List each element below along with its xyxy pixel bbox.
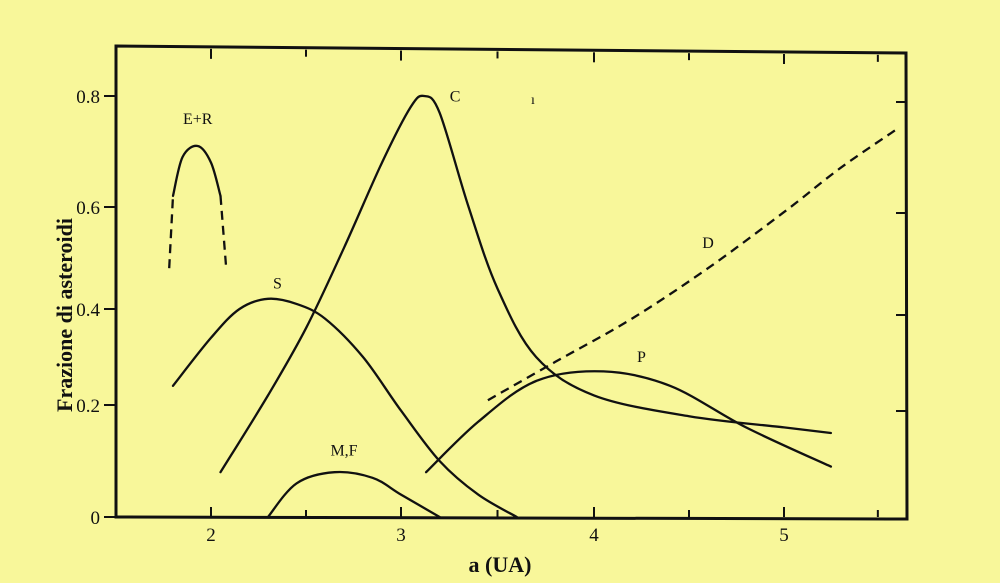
y-tick-label: 0.2	[76, 396, 100, 417]
curve-e-r-dashed-left	[168, 195, 175, 269]
curve-e-r	[171, 144, 222, 198]
curve-label-d: D	[702, 235, 714, 252]
y-tick-label: 0.6	[76, 198, 100, 219]
y-axis-title: Frazione di asteroidi	[52, 218, 77, 412]
curve-label-e-r: E+R	[183, 111, 213, 128]
y-tick-label: 0.4	[76, 300, 100, 321]
axis-ticks	[104, 48, 906, 518]
x-tick-label: 5	[779, 525, 789, 546]
curve-label-c: C	[450, 89, 461, 106]
curve-c	[219, 94, 833, 474]
curve-label-s: S	[273, 276, 282, 293]
curve-labels: E+R S C M,F P D	[183, 89, 714, 460]
y-tick-label: 0	[91, 508, 101, 529]
plot-frame	[114, 44, 909, 521]
curve-label-p: P	[637, 349, 646, 366]
x-tick-label: 2	[206, 525, 216, 546]
curve-d	[487, 128, 898, 402]
curve-p	[424, 370, 833, 474]
x-axis-title: a (UA)	[469, 552, 532, 577]
y-tick-label: 0.8	[76, 87, 100, 108]
curve-m-f	[266, 470, 441, 519]
curve-s	[171, 297, 518, 519]
x-tick-label: 4	[589, 525, 599, 546]
curve-e-r-dashed-right	[219, 195, 228, 269]
x-tick-label: 3	[396, 525, 406, 546]
data-curves	[168, 94, 898, 519]
stray-mark: ı	[531, 93, 535, 108]
axis-tick-labels: 0 0.2 0.4 0.6 0.8 2 3 4 5	[76, 87, 789, 546]
curve-label-m-f: M,F	[330, 442, 357, 459]
